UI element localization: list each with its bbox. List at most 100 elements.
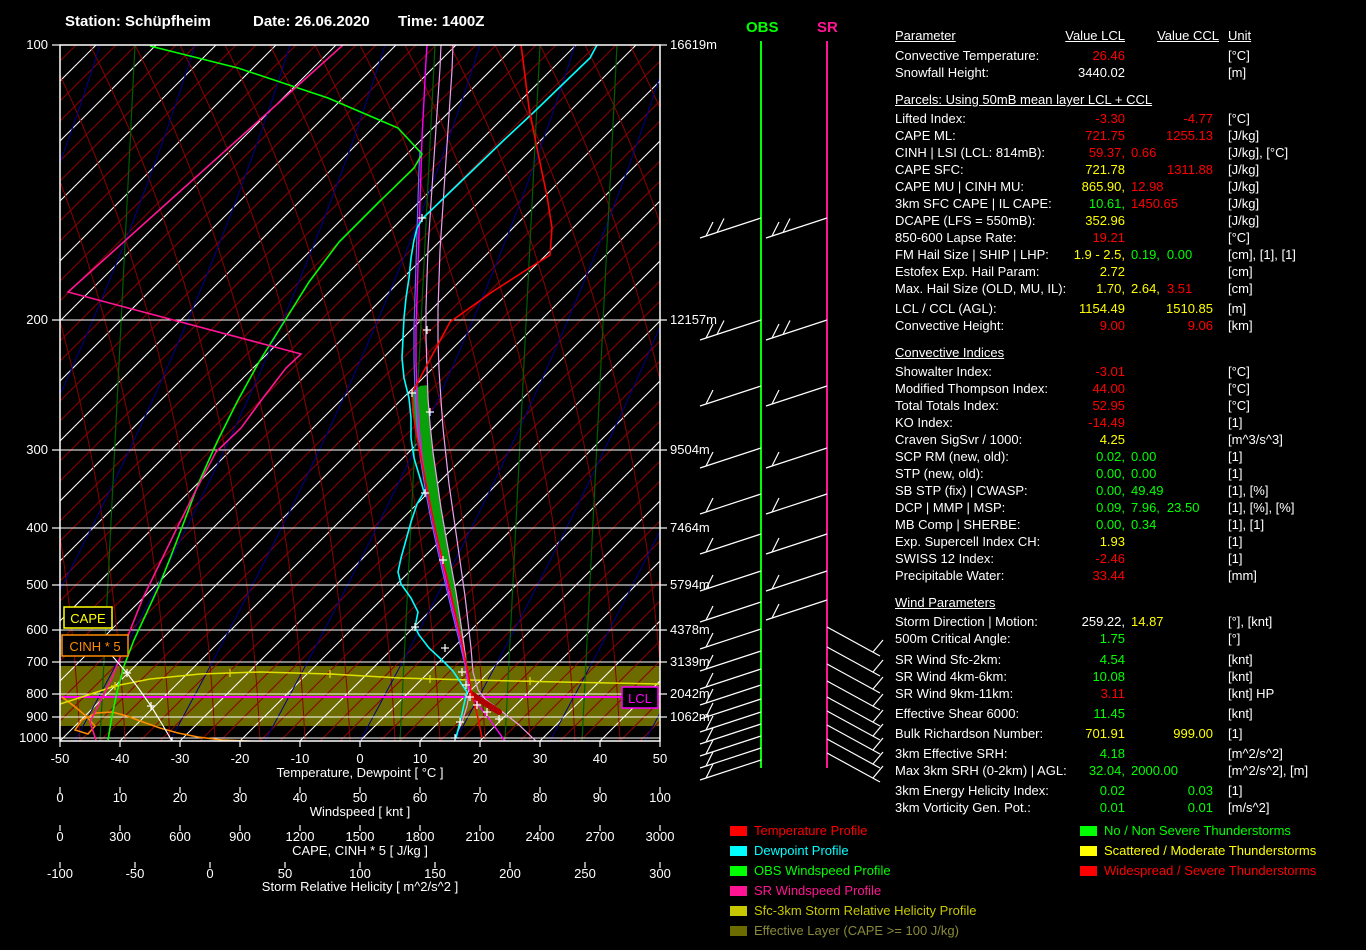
- wind-barb: [700, 724, 761, 744]
- param-unit: [knt]: [1228, 668, 1253, 685]
- param-value-lcl: 32.04,: [893, 762, 1125, 779]
- param-unit: [J/kg], [°C]: [1228, 144, 1288, 161]
- x-axis-tick-label: -50: [126, 866, 145, 881]
- wind-barb: [700, 669, 761, 689]
- cape-label: CAPE: [70, 611, 106, 626]
- temperature-profile: [412, 45, 552, 738]
- height-tick-label: 3139m: [670, 654, 710, 669]
- height-tick-label: 9504m: [670, 442, 710, 457]
- pressure-tick-label: 200: [26, 312, 48, 327]
- param-value-ccl: 1510.85: [893, 300, 1213, 317]
- param-value-extra: 7.96,23.50: [1131, 499, 1206, 516]
- x-axis-tick-label: 90: [593, 790, 607, 805]
- x-axis-tick-label: 70: [473, 790, 487, 805]
- table-row: Exp. Supercell Index CH:1.93[1]: [893, 533, 1366, 550]
- wind-barb: [766, 534, 827, 554]
- legend-label: Temperature Profile: [754, 824, 867, 837]
- param-unit: [J/kg]: [1228, 178, 1259, 195]
- param-value-lcl: 33.44: [893, 567, 1125, 584]
- param-value-lcl: 3440.02: [893, 64, 1125, 81]
- param-value-lcl: 10.61,: [893, 195, 1125, 212]
- param-unit: [1], [%], [%]: [1228, 499, 1294, 516]
- param-unit: [°C]: [1228, 47, 1250, 64]
- pressure-tick-label: 500: [26, 577, 48, 592]
- param-unit: [m]: [1228, 64, 1246, 81]
- legend-swatch: [730, 886, 747, 896]
- legend-label: No / Non Severe Thunderstorms: [1104, 824, 1291, 837]
- param-value-extra: 0.34: [1131, 516, 1163, 533]
- legend-label: Effective Layer (CAPE >= 100 J/kg): [754, 924, 959, 937]
- table-row: Lifted Index:-3.30-4.77[°C]: [893, 110, 1366, 127]
- legend-swatch: [1080, 866, 1097, 876]
- legend-label: Widespread / Severe Thunderstorms: [1104, 864, 1316, 877]
- param-unit: [1], [1]: [1228, 516, 1264, 533]
- height-tick-label: 7464m: [670, 520, 710, 535]
- section-title: Wind Parameters: [895, 594, 995, 611]
- wind-barb: [827, 681, 880, 710]
- param-value-lcl: 44.00: [893, 380, 1125, 397]
- param-unit: [°]: [1228, 630, 1240, 647]
- col-unit: Unit: [1228, 27, 1251, 44]
- table-row: FM Hail Size | SHIP | LHP:1.9 - 2.5,0.19…: [893, 246, 1366, 263]
- param-value-extra: 14.87: [1131, 613, 1171, 630]
- table-row: 500m Critical Angle:1.75[°]: [893, 630, 1366, 647]
- time-title: Time: 1400Z: [398, 13, 484, 30]
- table-row: SR Wind Sfc-2km:4.54[knt]: [893, 651, 1366, 668]
- table-row: 3km SFC CAPE | IL CAPE:10.61,1450.65[J/k…: [893, 195, 1366, 212]
- param-value-ccl: 999.00: [893, 725, 1213, 742]
- section-title: Parcels: Using 50mB mean layer LCL + CCL: [895, 91, 1152, 108]
- param-value-ccl: 0.03: [893, 782, 1213, 799]
- param-value-lcl: 0.09,: [893, 499, 1125, 516]
- param-unit: [J/kg]: [1228, 212, 1259, 229]
- param-value-lcl: 1.75: [893, 630, 1125, 647]
- table-row: Convective Height:9.009.06[km]: [893, 317, 1366, 334]
- legend-swatch: [1080, 826, 1097, 836]
- table-row: Showalter Index:-3.01[°C]: [893, 363, 1366, 380]
- parameter-table: ParameterValue LCLValue CCLUnitConvectiv…: [893, 0, 1366, 830]
- wind-barb: [827, 697, 880, 726]
- x-axis-tick-label: -100: [47, 866, 73, 881]
- param-unit: [1], [%]: [1228, 482, 1268, 499]
- wind-barb: [766, 218, 827, 238]
- param-unit: [°], [knt]: [1228, 613, 1272, 630]
- height-tick-label: 12157m: [670, 312, 717, 327]
- param-value-lcl: 0.00,: [893, 516, 1125, 533]
- param-value-ccl: 1311.88: [893, 161, 1213, 178]
- table-row: Precipitable Water:33.44[mm]: [893, 567, 1366, 584]
- param-unit: [1]: [1228, 533, 1242, 550]
- param-value-lcl: -2.46: [893, 550, 1125, 567]
- pressure-tick-label: 300: [26, 442, 48, 457]
- param-value-lcl: -3.01: [893, 363, 1125, 380]
- table-row: MB Comp | SHERBE:0.00,0.34[1], [1]: [893, 516, 1366, 533]
- param-unit: [km]: [1228, 317, 1253, 334]
- param-unit: [m^2/s^2], [m]: [1228, 762, 1308, 779]
- sr-wind-column-header: SR: [817, 19, 838, 36]
- param-unit: [m]: [1228, 300, 1246, 317]
- table-row: CAPE MU | CINH MU:865.90,12.98[J/kg]: [893, 178, 1366, 195]
- x-axis-tick-label: 2700: [586, 829, 615, 844]
- param-value-extra: 0.00: [1131, 448, 1163, 465]
- param-value-extra: 49.49: [1131, 482, 1171, 499]
- wind-barb: [827, 739, 880, 768]
- table-row: LCL / CCL (AGL):1154.491510.85[m]: [893, 300, 1366, 317]
- param-value-ccl: 9.06: [893, 317, 1213, 334]
- param-unit: [J/kg]: [1228, 161, 1259, 178]
- col-value-ccl: Value CCL: [893, 27, 1219, 44]
- pressure-tick-label: 600: [26, 622, 48, 637]
- legend-label: Dewpoint Profile: [754, 844, 849, 857]
- param-value-extra: 0.19,0.00: [1131, 246, 1199, 263]
- table-row: CAPE SFC:721.781311.88[J/kg]: [893, 161, 1366, 178]
- legend-swatch: [730, 866, 747, 876]
- legend-swatch: [1080, 846, 1097, 856]
- legend-label: SR Windspeed Profile: [754, 884, 881, 897]
- param-value-ccl: 0.01: [893, 799, 1213, 816]
- table-row: SCP RM (new, old):0.02,0.00[1]: [893, 448, 1366, 465]
- param-value-lcl: 2.72: [893, 263, 1125, 280]
- table-row: 3km Energy Helicity Index:0.020.03[1]: [893, 782, 1366, 799]
- wind-barb: [700, 748, 761, 768]
- wind-barb: [700, 494, 761, 514]
- param-value-extra: 2000.00: [1131, 762, 1185, 779]
- x-axis-tick-label: 200: [499, 866, 521, 881]
- param-unit: [J/kg]: [1228, 195, 1259, 212]
- x-axis-tick-label: -40: [111, 751, 130, 766]
